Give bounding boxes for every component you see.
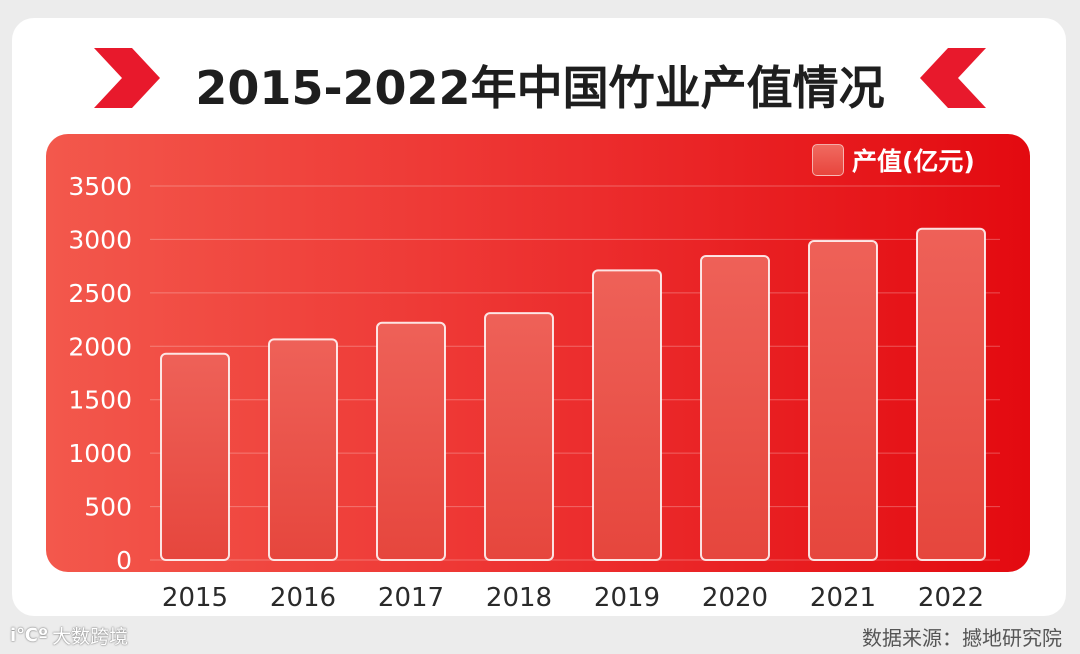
x-tick-label: 2015 — [162, 583, 228, 613]
x-tick-label: 2016 — [270, 583, 336, 613]
x-tick-label: 2020 — [702, 583, 768, 613]
bar-2015 — [160, 352, 230, 561]
brand-watermark: i℃º 大数跨境 — [10, 622, 128, 649]
bar-2016 — [268, 338, 338, 561]
legend-label: 产值(亿元) — [852, 147, 975, 176]
chart-title: 2015-2022年中国竹业产值情况 — [195, 61, 885, 115]
chevron-left-icon — [920, 48, 986, 108]
legend: 产值(亿元) — [812, 143, 975, 177]
y-tick-label: 2000 — [68, 332, 132, 361]
bar-2019 — [592, 269, 662, 561]
data-source: 数据来源：撼地研究院 — [862, 626, 1062, 650]
y-tick-label: 0 — [116, 546, 132, 575]
brand-name: 大数跨境 — [52, 626, 129, 648]
y-tick-label: 2500 — [68, 279, 132, 308]
y-tick-label: 3500 — [68, 172, 132, 201]
bar-2021 — [808, 240, 878, 561]
brand-logo-icon: i℃º — [10, 625, 49, 646]
x-tick-label: 2019 — [594, 583, 660, 613]
bar-2017 — [376, 321, 446, 561]
x-tick-label: 2021 — [810, 583, 876, 613]
x-tick-label: 2022 — [918, 583, 984, 613]
x-tick-label: 2018 — [486, 583, 552, 613]
legend-swatch — [812, 144, 844, 176]
bar-2022 — [916, 227, 986, 561]
y-tick-label: 3000 — [68, 225, 132, 254]
y-tick-label: 500 — [84, 493, 132, 522]
y-tick-label: 1000 — [68, 439, 132, 468]
bar-2020 — [700, 254, 770, 561]
chevron-right-icon — [94, 48, 160, 108]
y-tick-label: 1500 — [68, 386, 132, 415]
x-tick-label: 2017 — [378, 583, 444, 613]
bar-2018 — [484, 312, 554, 561]
